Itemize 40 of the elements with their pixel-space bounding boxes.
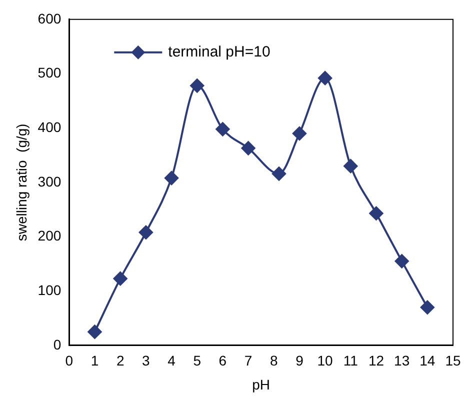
x-tick-label: 3	[142, 352, 150, 369]
point	[369, 206, 384, 220]
x-tick-label: 9	[296, 352, 304, 369]
point	[138, 225, 153, 240]
point	[88, 324, 102, 339]
y-tick-label: 100	[38, 282, 62, 298]
y-tick-label: 0	[53, 336, 62, 352]
y-tick-label: 400	[38, 118, 62, 135]
y-tick-label: 200	[38, 228, 62, 244]
x-tick-label: 5	[193, 352, 202, 369]
x-tick-label: 2	[116, 352, 124, 369]
x-tick-label: 1	[90, 352, 99, 369]
x-tick-label: 13	[394, 352, 410, 369]
legend-label: terminal pH=10	[168, 44, 270, 61]
point	[318, 71, 332, 86]
point	[216, 122, 230, 136]
y-axis-title: swelling ratio (g/g)	[13, 124, 30, 242]
x-tick-label: 8	[270, 352, 278, 369]
y-tick-label: 500	[38, 64, 62, 81]
x-tick-label: 11	[343, 352, 358, 369]
x-axis-title: pH	[252, 376, 270, 392]
x-tick-label: 0	[65, 352, 74, 369]
point	[344, 159, 358, 174]
y-tick-label: 300	[38, 173, 62, 190]
point	[164, 171, 179, 186]
point	[113, 272, 128, 286]
x-tick-label: 14	[420, 352, 436, 369]
point	[272, 166, 286, 181]
point	[241, 141, 256, 156]
x-tick-label: 4	[168, 352, 176, 369]
point	[420, 300, 434, 314]
x-tick-label: 12	[368, 352, 384, 369]
x-tick-label: 7	[244, 352, 252, 369]
x-tick-label: 15	[445, 352, 461, 369]
x-tick-label: 6	[218, 352, 227, 369]
point	[190, 78, 204, 93]
x-tick-label: 10	[317, 352, 334, 369]
y-tick-label: 600	[38, 10, 62, 26]
point	[394, 254, 409, 268]
point	[292, 126, 306, 140]
